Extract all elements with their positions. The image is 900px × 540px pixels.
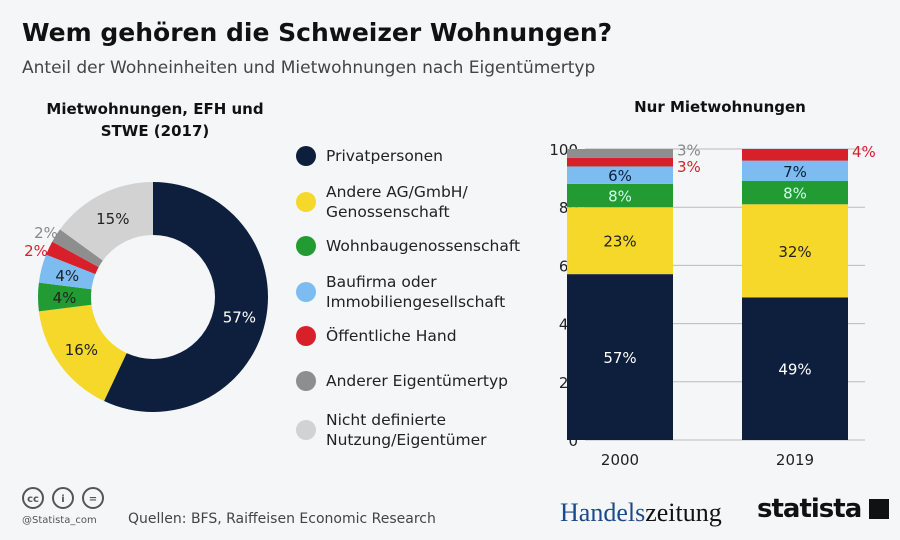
legend-item: Anderer Eigentümertyp bbox=[296, 371, 508, 391]
bar-segment bbox=[567, 166, 673, 184]
nd-icon: = bbox=[82, 487, 104, 509]
bar-label: 4% bbox=[852, 143, 876, 161]
donut-slice bbox=[38, 282, 92, 312]
legend-swatch bbox=[296, 282, 316, 302]
legend-label: Wohnbaugenossenschaft bbox=[326, 237, 521, 255]
legend-item: Nicht definierte Nutzung/Eigentümer bbox=[296, 410, 526, 450]
handelszeitung-logo: Handelszeitung bbox=[560, 498, 722, 527]
bar-label: 32% bbox=[778, 243, 811, 261]
bar-segment bbox=[742, 297, 848, 440]
donut-title: Mietwohnungen, EFH und STWE (2017) bbox=[46, 100, 264, 140]
donut-slice bbox=[59, 182, 154, 261]
legend-swatch bbox=[296, 326, 316, 346]
donut-label: 57% bbox=[223, 308, 256, 326]
bar-label: 8% bbox=[608, 188, 632, 206]
donut-label: 15% bbox=[96, 210, 129, 228]
legend-label: Anderer Eigentümertyp bbox=[326, 372, 508, 390]
donut-label: 4% bbox=[53, 289, 77, 307]
bar-label: 8% bbox=[783, 185, 807, 203]
bar-label: 57% bbox=[603, 349, 636, 367]
statista-handle: @Statista_com bbox=[22, 515, 97, 526]
source: Quellen: BFS, Raiffeisen Economic Resear… bbox=[128, 511, 436, 527]
legend-label: Baufirma oder Immobiliengesellschaft bbox=[326, 273, 506, 311]
bar-segment bbox=[742, 181, 848, 205]
bar-label: 7% bbox=[783, 163, 807, 181]
legend-swatch bbox=[296, 236, 316, 256]
legend-item: Öffentliche Hand bbox=[296, 326, 457, 346]
bar-segment bbox=[742, 160, 848, 182]
legend-swatch bbox=[296, 371, 316, 391]
legend-label: Andere AG/GmbH/ Genossenschaft bbox=[326, 183, 468, 221]
cc-icon: cc bbox=[22, 487, 44, 509]
donut-label: 16% bbox=[65, 341, 98, 359]
y-tick-label: 0 bbox=[568, 432, 578, 450]
legend-item: Andere AG/GmbH/ Genossenschaft bbox=[296, 182, 506, 222]
bar-label: 6% bbox=[608, 167, 632, 185]
bar-segment bbox=[742, 149, 848, 161]
bar-segment bbox=[567, 183, 673, 208]
bar-label: 23% bbox=[603, 233, 636, 251]
donut-slice bbox=[104, 182, 268, 412]
bar-segment bbox=[567, 274, 673, 440]
bar-label: 3% bbox=[677, 158, 701, 176]
legend-label: Nicht definierte Nutzung/Eigentümer bbox=[326, 411, 487, 449]
legend-swatch bbox=[296, 192, 316, 212]
subtitle: Anteil der Wohneinheiten und Mietwohnung… bbox=[22, 58, 596, 78]
donut-label: 4% bbox=[55, 267, 79, 285]
statista-logo: statista bbox=[757, 494, 890, 524]
legend-label: Öffentliche Hand bbox=[326, 327, 457, 345]
legend-item: Wohnbaugenossenschaft bbox=[296, 236, 520, 256]
legend-swatch bbox=[296, 146, 316, 166]
bar-segment bbox=[567, 207, 673, 275]
bar-segment bbox=[742, 204, 848, 298]
legend-label: Privatpersonen bbox=[326, 147, 443, 165]
legend-swatch bbox=[296, 420, 316, 440]
legend-item: Privatpersonen bbox=[296, 146, 443, 166]
donut-label: 2% bbox=[24, 242, 48, 260]
statista-logo-icon bbox=[869, 499, 890, 519]
bar-title: Nur Mietwohnungen bbox=[634, 98, 806, 116]
x-tick-label: 2019 bbox=[776, 451, 814, 469]
by-icon: i bbox=[52, 487, 74, 509]
x-tick-label: 2000 bbox=[601, 451, 639, 469]
donut-slice bbox=[38, 304, 127, 402]
bar-segment bbox=[567, 157, 673, 167]
legend-item: Baufirma oder Immobiliengesellschaft bbox=[296, 272, 526, 312]
donut-slice bbox=[38, 254, 96, 290]
bar-label: 3% bbox=[677, 141, 701, 159]
title: Wem gehören die Schweizer Wohnungen? bbox=[22, 18, 613, 47]
donut-slice bbox=[46, 241, 99, 275]
donut-label: 2% bbox=[34, 224, 58, 242]
donut-slice bbox=[52, 229, 103, 268]
bar-segment bbox=[567, 149, 673, 158]
bar-label: 49% bbox=[778, 361, 811, 379]
